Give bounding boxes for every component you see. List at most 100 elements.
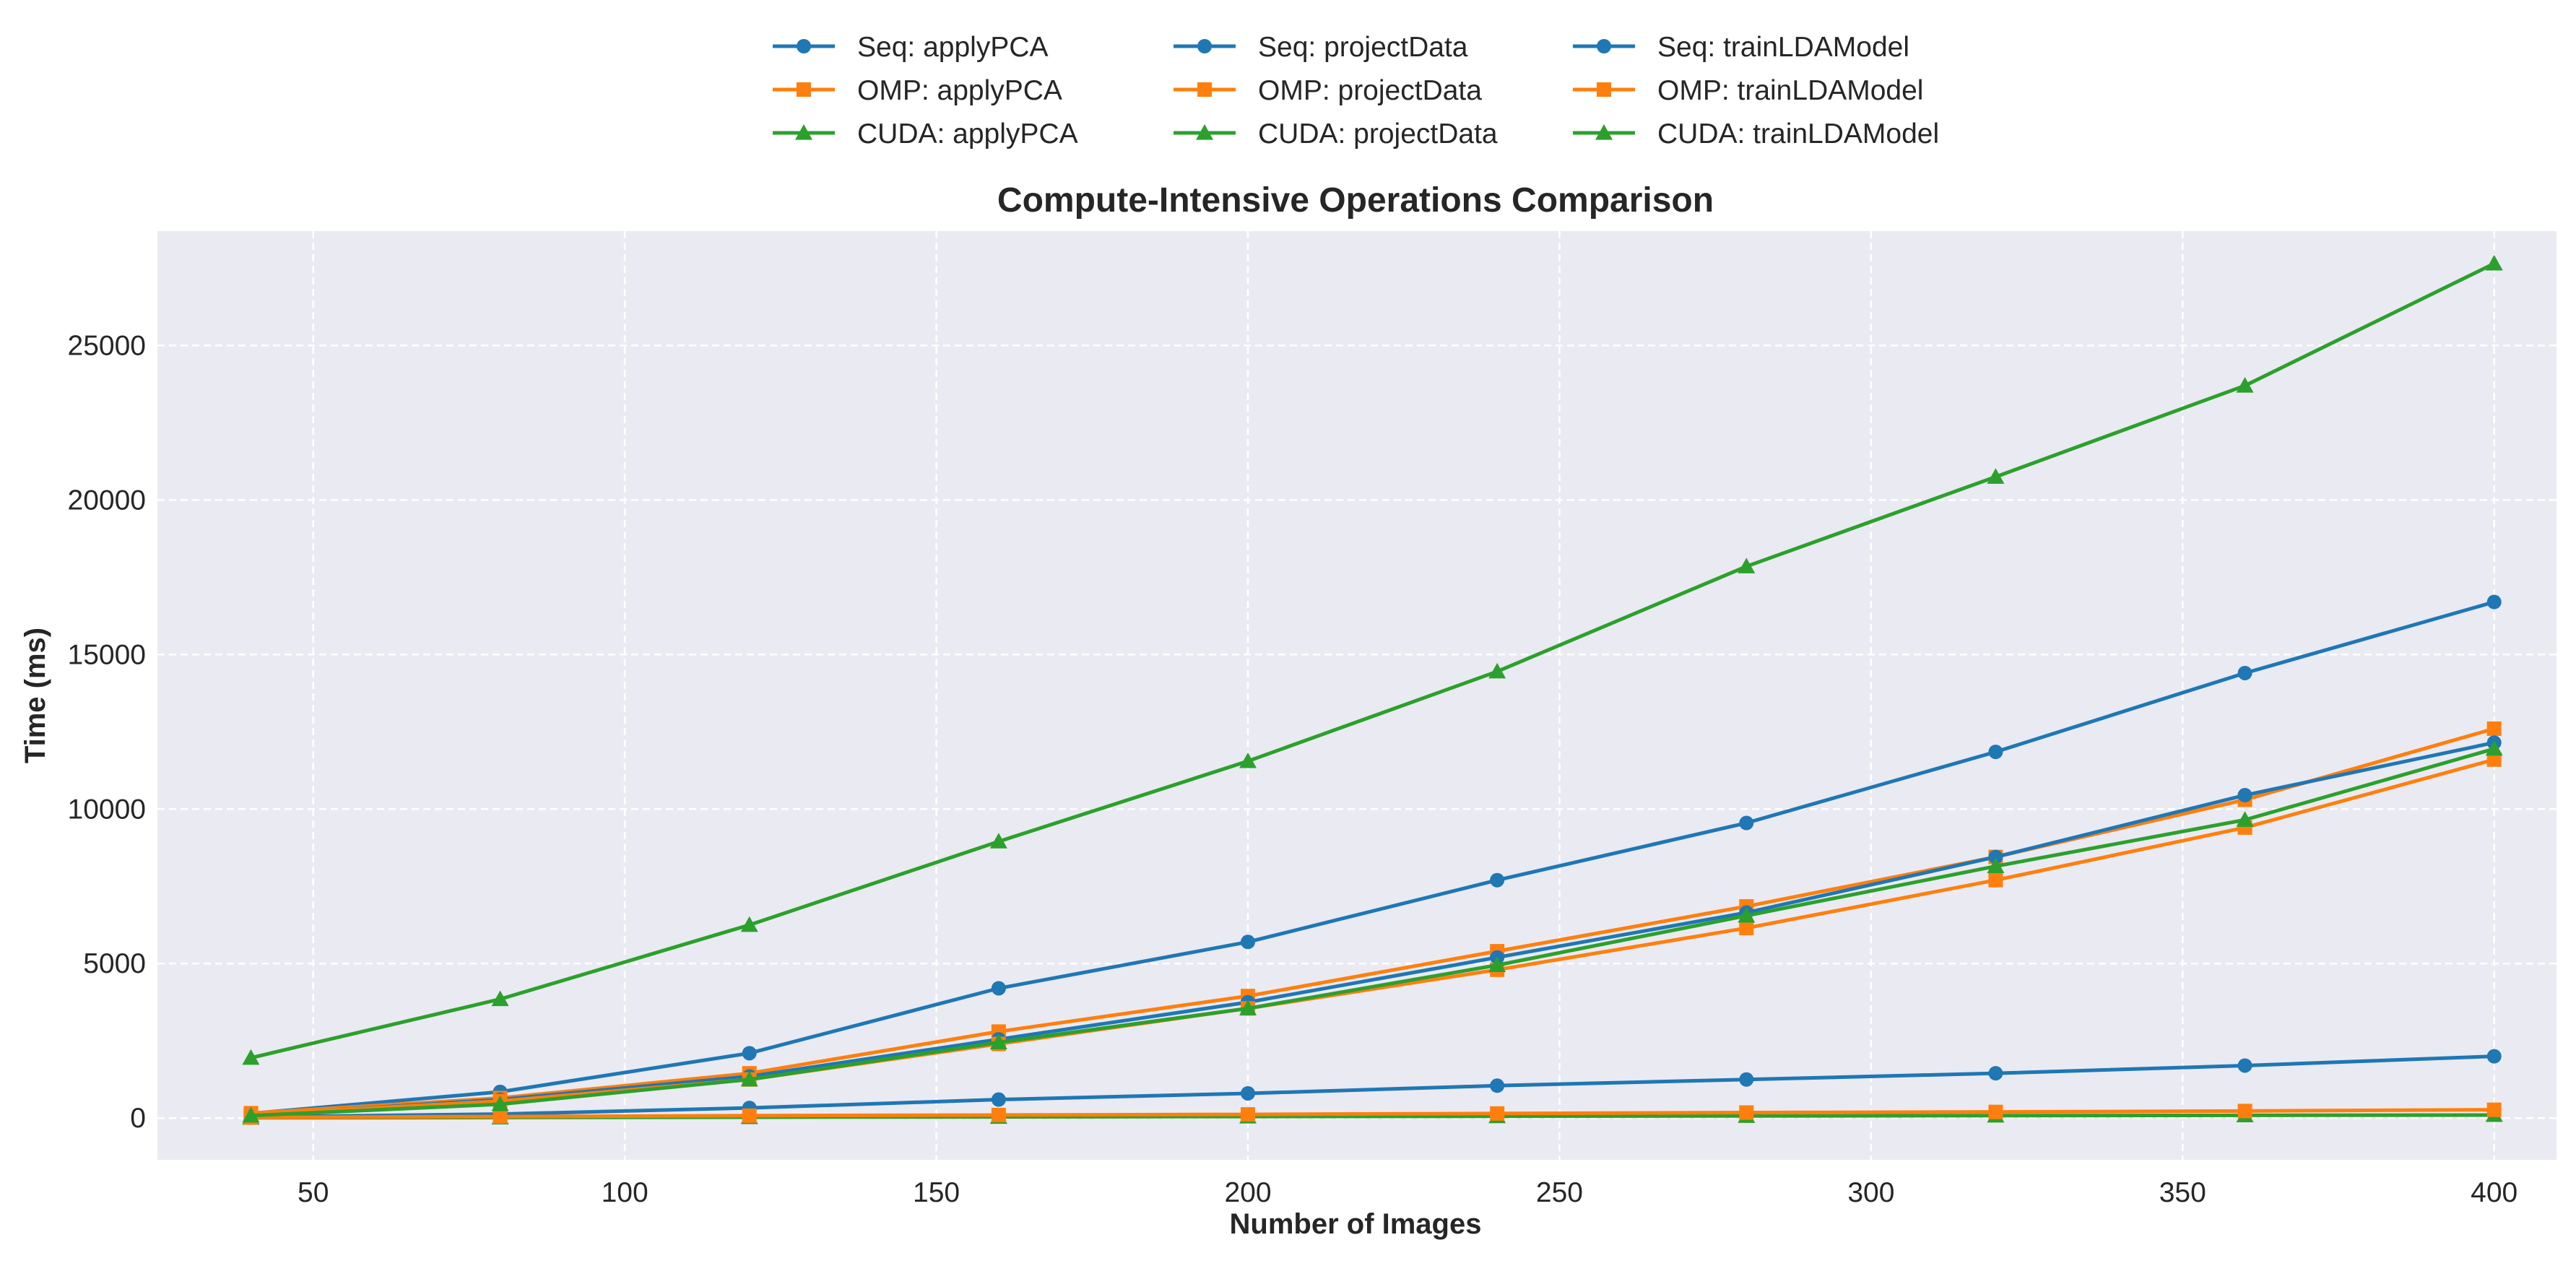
data-point [1988, 745, 2003, 760]
x-tick-label: 200 [1224, 1177, 1271, 1208]
data-point [1988, 849, 2003, 864]
data-point [1239, 1000, 1257, 1015]
legend-swatch-marker [797, 82, 811, 97]
data-point [242, 1049, 260, 1065]
data-point [1488, 662, 1506, 679]
legend-label: OMP: applyPCA [857, 75, 1062, 106]
data-point [742, 1046, 757, 1061]
x-tick-label: 400 [2471, 1177, 2518, 1208]
y-tick-label: 0 [130, 1103, 146, 1134]
data-point [1739, 921, 1754, 936]
series-line [251, 747, 2495, 1118]
data-point [740, 916, 758, 932]
legend-swatch-marker [1197, 82, 1212, 97]
data-point [491, 990, 509, 1007]
x-tick-label: 250 [1536, 1177, 1583, 1208]
series-layer [242, 254, 2503, 1125]
data-point [742, 1108, 757, 1123]
data-point [1241, 935, 1255, 950]
legend-label: CUDA: projectData [1258, 118, 1498, 149]
x-tick-label: 150 [913, 1177, 960, 1208]
x-tick-label: 50 [298, 1177, 329, 1208]
legend: Seq: applyPCA OMP: applyPCA CUDA: applyPCA… [773, 32, 1939, 149]
legend-label: CUDA: trainLDAModel [1657, 118, 1939, 149]
data-point [2486, 1049, 2502, 1064]
data-point [1988, 1104, 2003, 1119]
data-point [1739, 1072, 1754, 1087]
y-tick-label: 5000 [83, 948, 146, 979]
data-point [1490, 1106, 1505, 1121]
series-line [251, 600, 2495, 1116]
data-point [1241, 1085, 1255, 1101]
legend-entry: CUDA: trainLDAModel [1573, 118, 1939, 149]
x-axis-label: Number of Images [1230, 1208, 1482, 1240]
series-line [251, 1108, 2494, 1119]
legend-label: CUDA: applyPCA [857, 118, 1078, 149]
series-line [251, 740, 2495, 1117]
legend-entry: Seq: trainLDAModel [1573, 32, 1909, 63]
legend-swatch-marker [795, 124, 812, 140]
data-point [1239, 752, 1257, 768]
series-line [250, 261, 2495, 1060]
data-point [1488, 956, 1506, 972]
series-cuda-trainldamodel [242, 740, 2503, 1123]
legend-swatch-marker [1597, 39, 1611, 53]
data-point [2237, 788, 2252, 803]
data-point [1490, 1078, 1505, 1093]
data-point [989, 1033, 1007, 1049]
legend-swatch-marker [1197, 39, 1212, 53]
data-point [2486, 1102, 2502, 1117]
data-point [991, 1107, 1006, 1122]
data-point [2485, 740, 2503, 756]
legend-swatch-marker [1595, 124, 1613, 140]
legend-entry: OMP: trainLDAModel [1573, 75, 1923, 106]
data-point [1988, 872, 2003, 888]
legend-label: OMP: trainLDAModel [1657, 75, 1923, 106]
series-line [251, 727, 2495, 1115]
data-point [1490, 872, 1505, 888]
data-point [2237, 1058, 2252, 1073]
legend-label: Seq: trainLDAModel [1657, 32, 1909, 63]
data-point [2486, 721, 2502, 737]
data-point [2236, 811, 2254, 827]
data-point [491, 1095, 509, 1111]
data-point [2237, 665, 2252, 680]
chart-title: Compute-Intensive Operations Comparison [997, 181, 1714, 220]
data-point [1739, 815, 1754, 831]
y-tick-label: 15000 [68, 639, 146, 670]
axis-ticks: 50 100 150 200 250 300 350 400 0 5000 10000 15000 20… [68, 330, 2518, 1208]
y-tick-label: 10000 [68, 794, 146, 825]
data-point [1241, 1107, 1255, 1122]
data-point [1738, 558, 1756, 573]
legend-swatch-marker [1597, 82, 1611, 97]
data-point [989, 833, 1007, 849]
legend-swatch-marker [1196, 124, 1213, 140]
data-point [2486, 752, 2502, 767]
data-point [1988, 1066, 2003, 1081]
legend-label: Seq: projectData [1258, 32, 1468, 63]
legend-entry: CUDA: applyPCA [773, 118, 1078, 149]
data-point [1987, 857, 2005, 874]
data-point [493, 1109, 508, 1124]
legend-entry: OMP: applyPCA [773, 75, 1062, 106]
legend-swatch-marker [797, 39, 811, 53]
data-point [2237, 1104, 2252, 1119]
data-point [991, 1092, 1006, 1107]
data-point [2485, 254, 2503, 271]
legend-label: OMP: projectData [1258, 75, 1482, 106]
legend-entry: OMP: projectData [1174, 75, 1482, 106]
data-point [991, 981, 1006, 996]
x-tick-label: 350 [2159, 1177, 2206, 1208]
data-point [2236, 376, 2254, 393]
x-tick-label: 100 [602, 1177, 649, 1208]
y-tick-label: 25000 [68, 330, 146, 361]
legend-entry: Seq: applyPCA [773, 32, 1049, 63]
legend-entry: Seq: projectData [1174, 32, 1468, 63]
series-line [251, 1054, 2494, 1119]
y-tick-label: 20000 [68, 485, 146, 516]
data-point [1987, 468, 2005, 484]
data-point [1738, 906, 1756, 923]
series-cuda-applypca [242, 254, 2503, 1065]
data-point [740, 1070, 758, 1087]
x-tick-label: 300 [1847, 1177, 1894, 1208]
